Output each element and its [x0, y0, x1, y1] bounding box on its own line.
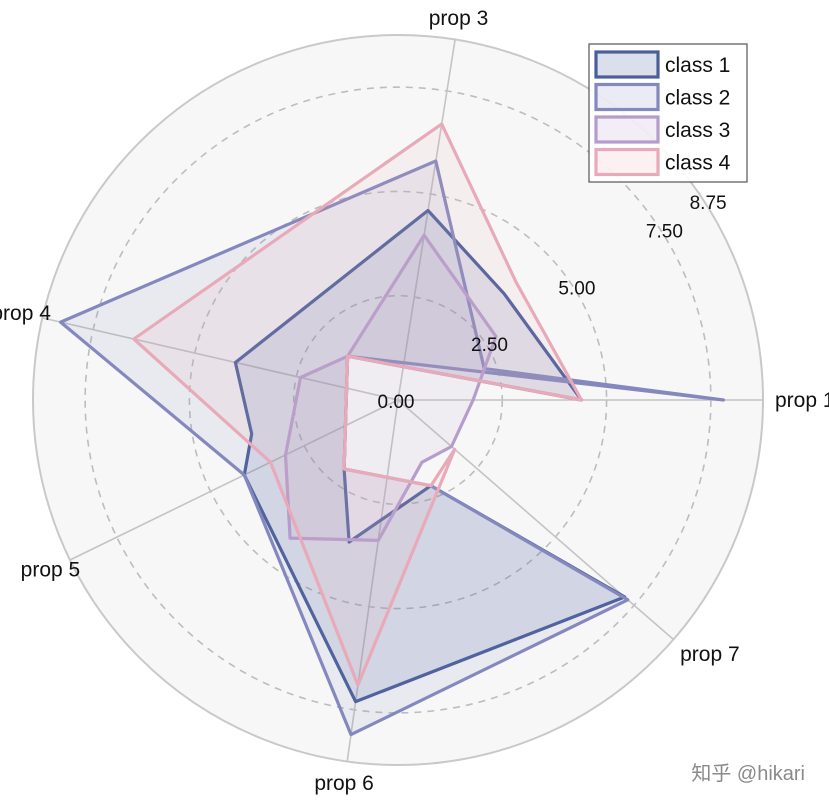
legend-label-class-2: class 2 — [665, 87, 730, 110]
legend-box — [588, 43, 748, 183]
legend-swatch-class-2 — [594, 82, 660, 112]
legend-swatch-class-4 — [594, 147, 660, 177]
axis-label-prop-5: prop 5 — [21, 559, 81, 582]
legend-label-class-3: class 3 — [665, 119, 730, 142]
series-polygons — [58, 122, 726, 737]
axis-spoke-4 — [69, 399, 399, 561]
radial-tick-label-1: 2.50 — [471, 335, 508, 356]
axis-labels: prop 1 prop 3 prop 4 prop 5 prop 6 prop 7 — [0, 7, 829, 795]
radial-tick-label-2: 5.00 — [558, 278, 595, 299]
legend: class 1 class 2 class 3 class 4 — [588, 43, 748, 183]
radial-tick-label-3: 7.50 — [646, 222, 683, 243]
axis-label-prop-3: prop 3 — [429, 7, 489, 30]
axis-label-prop-6: prop 6 — [314, 772, 374, 795]
radial-tick-labels: 0.00 2.50 5.00 7.50 8.75 — [378, 193, 727, 413]
legend-label-class-4: class 4 — [665, 152, 731, 175]
axis-label-prop-7: prop 7 — [680, 643, 740, 666]
axis-label-prop-4: prop 4 — [0, 302, 51, 325]
axis-label-prop-1: prop 1 — [775, 389, 829, 412]
watermark: 知乎 @hikari — [691, 762, 805, 785]
radial-tick-label-0: 0.00 — [378, 392, 415, 413]
axis-spoke-2 — [397, 39, 456, 401]
legend-swatch-class-1 — [594, 50, 660, 79]
series-polygon-class-4 — [132, 122, 584, 687]
legend-label-class-1: class 1 — [665, 54, 730, 77]
axis-spoke-3 — [42, 317, 399, 401]
legend-swatch-class-3 — [594, 115, 660, 144]
series-polygon-class-3 — [283, 233, 498, 543]
radial-tick-label-4: 8.75 — [690, 193, 727, 214]
